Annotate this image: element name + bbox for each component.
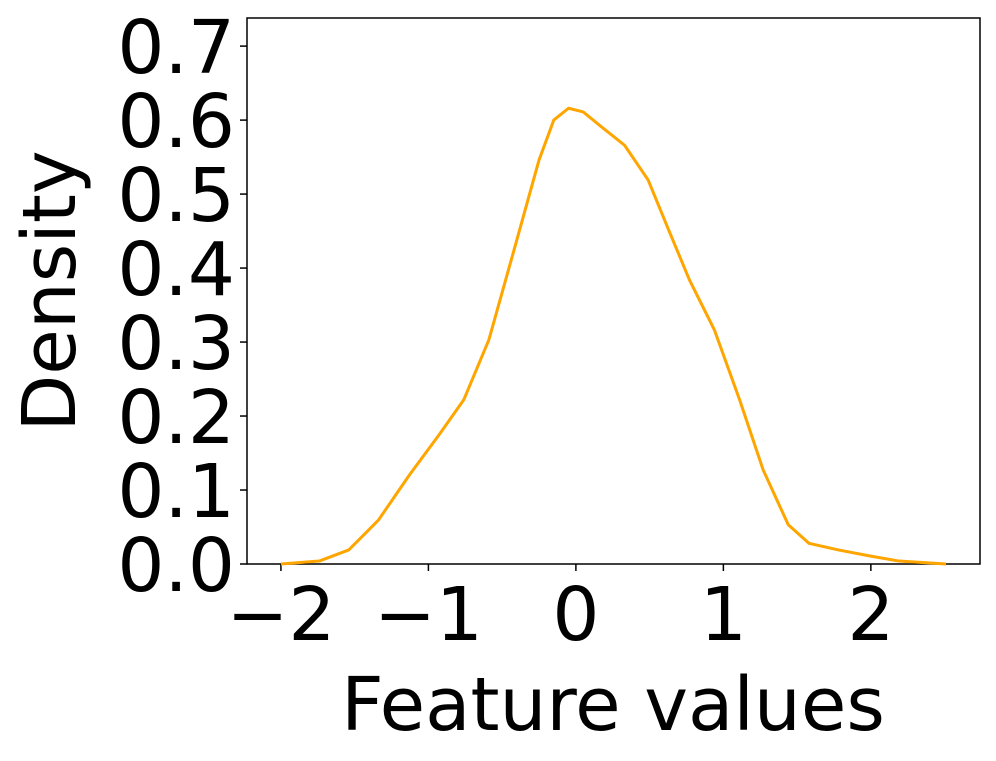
x-tick-label: 1: [700, 572, 747, 658]
x-tick-label: −2: [226, 572, 335, 658]
y-tick-label: 0.4: [117, 227, 235, 313]
y-tick-label: 0.7: [117, 5, 235, 91]
y-tick-label: 0.3: [117, 301, 235, 387]
y-tick-label: 0.6: [117, 79, 235, 165]
plot-frame: [246, 17, 981, 565]
y-tick-label: 0.2: [117, 375, 235, 461]
x-tick-label: 2: [847, 572, 894, 658]
y-axis-label: Density: [7, 150, 93, 431]
y-tick-label: 0.5: [117, 153, 235, 239]
density-line: [280, 106, 947, 566]
x-axis-label: Feature values: [341, 662, 885, 748]
y-tick-label: 0.0: [117, 523, 235, 609]
x-tick-label: −1: [374, 572, 483, 658]
y-tick-label: 0.1: [117, 449, 235, 535]
x-tick-label: 0: [552, 572, 599, 658]
